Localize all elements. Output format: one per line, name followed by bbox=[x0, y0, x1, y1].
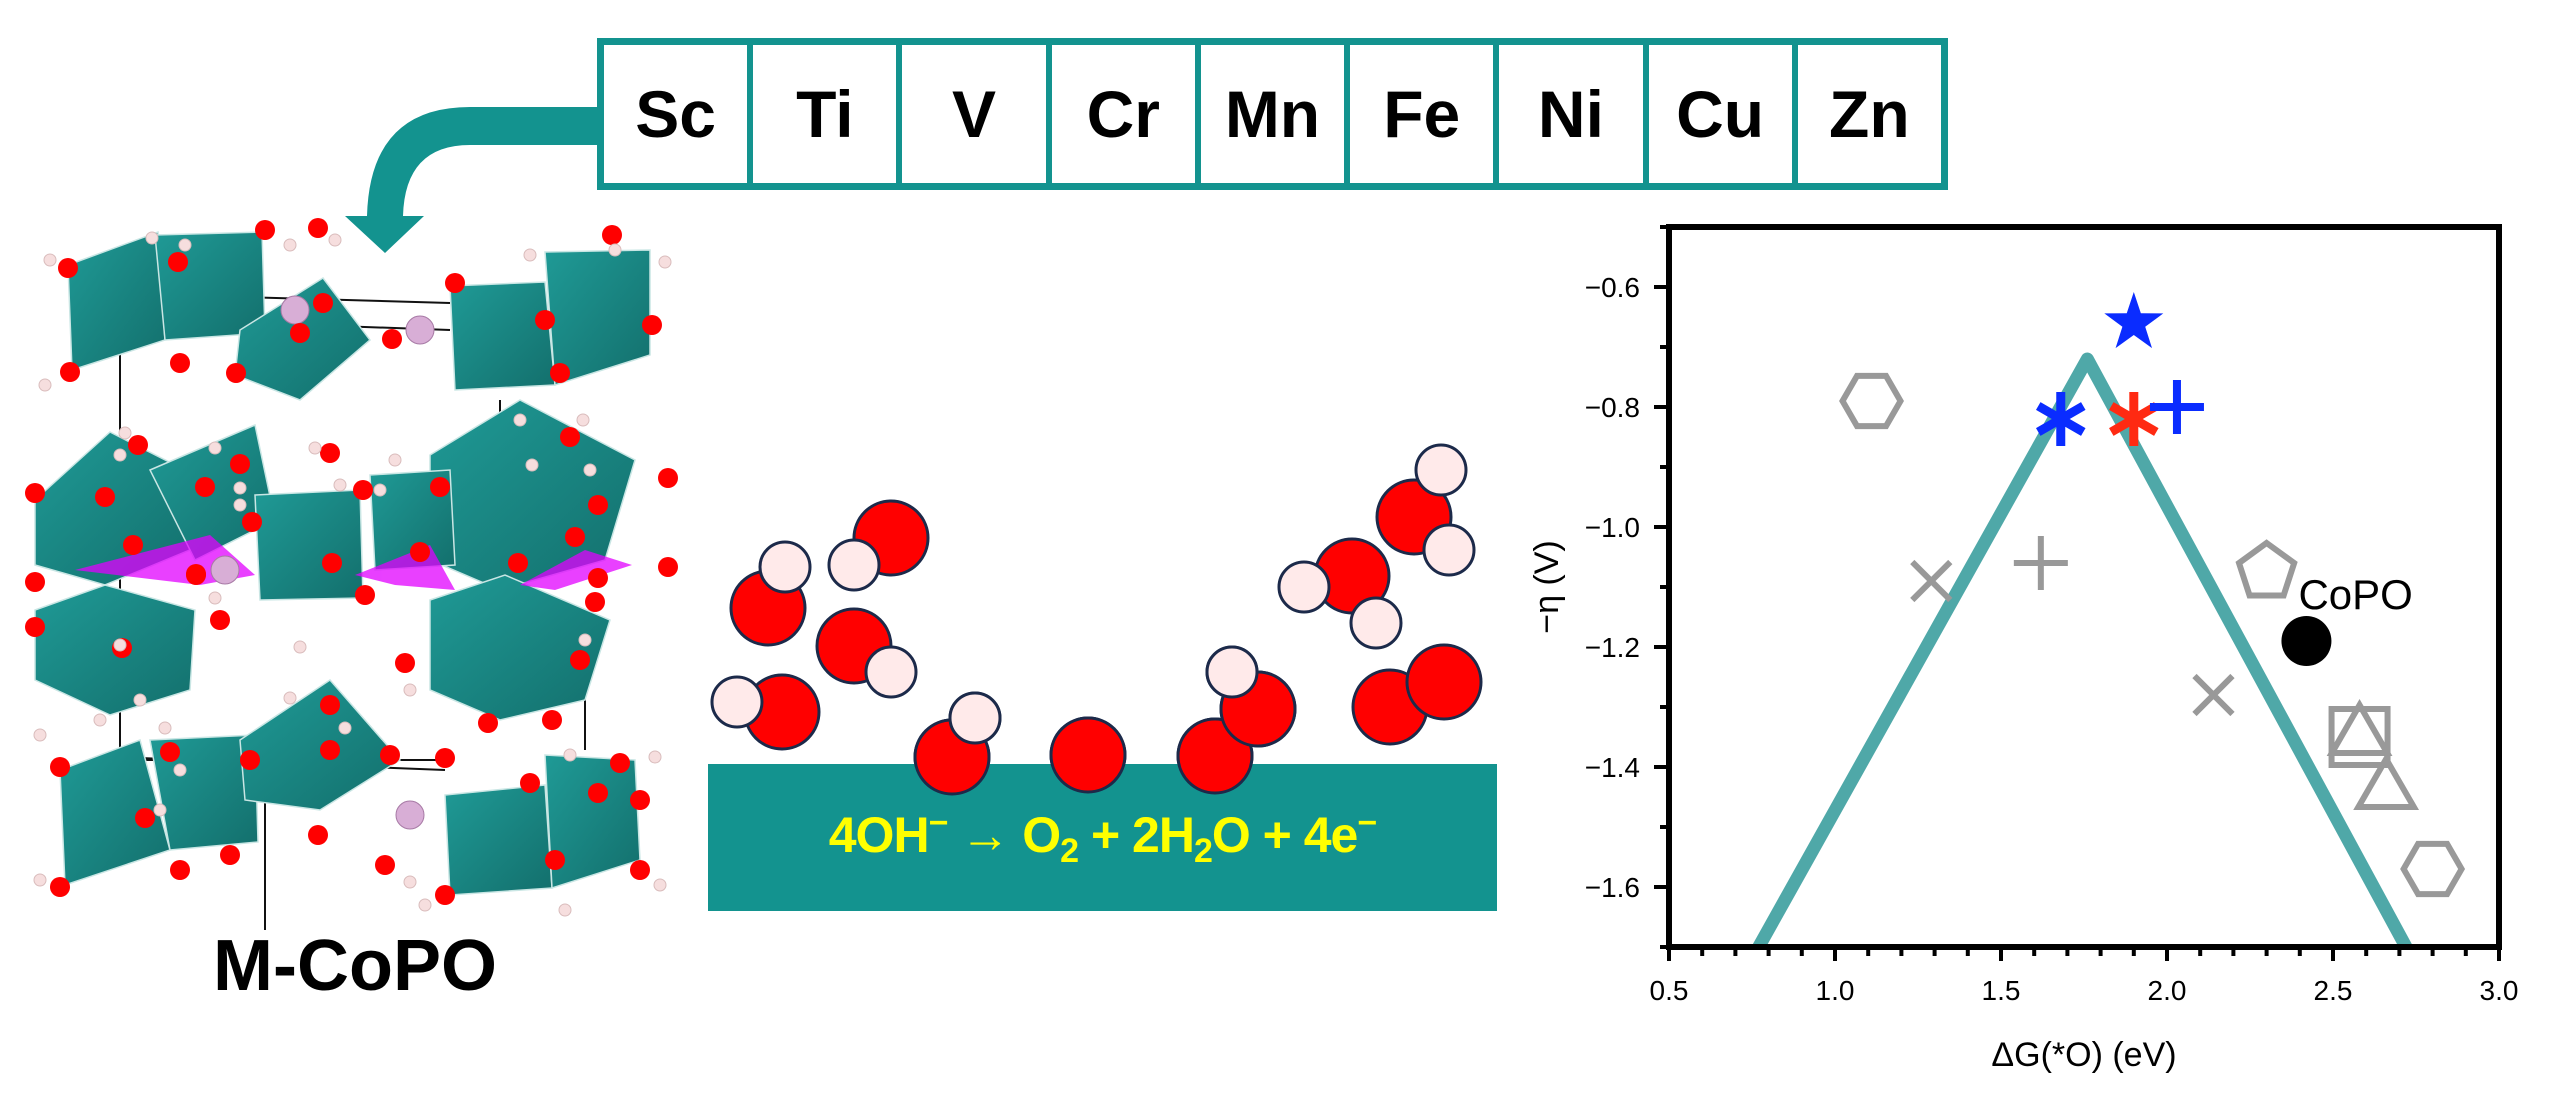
element-cell-sc[interactable]: Sc bbox=[604, 45, 748, 183]
x-marker bbox=[1910, 559, 1953, 603]
x-tick-label: 0.5 bbox=[1650, 975, 1689, 1006]
copo-label: CoPO bbox=[2298, 571, 2412, 618]
equation-part: O + 4e bbox=[1211, 807, 1358, 863]
x-tick-label: 1.0 bbox=[1816, 975, 1855, 1006]
equation-subscript: 2 bbox=[1060, 832, 1079, 870]
y-tick-label: −0.6 bbox=[1585, 272, 1640, 303]
triangle-marker bbox=[2353, 752, 2420, 810]
hydroxide-molecule bbox=[827, 499, 930, 592]
equation-subscript: 2 bbox=[1193, 832, 1213, 870]
plus-marker bbox=[2149, 380, 2204, 434]
x-tick-label: 2.0 bbox=[2148, 975, 2187, 1006]
y-tick-label: −0.8 bbox=[1585, 392, 1640, 423]
y-tick-label: −1.6 bbox=[1585, 872, 1640, 903]
equation-charge: − bbox=[928, 804, 949, 842]
water-molecule bbox=[1277, 537, 1403, 650]
equation-charge: − bbox=[1357, 804, 1377, 842]
hydroxide-molecule bbox=[710, 673, 821, 751]
asterisk-marker bbox=[2035, 392, 2086, 446]
water-molecule bbox=[1375, 443, 1476, 577]
y-tick-label: −1.2 bbox=[1585, 632, 1640, 663]
element-strip: Sc Ti V Cr Mn Fe Ni Cu Zn bbox=[597, 38, 1948, 190]
triangle-marker bbox=[2326, 698, 2393, 756]
equation-part: 4OH bbox=[828, 807, 930, 863]
hydroxide-molecule bbox=[729, 540, 812, 647]
star-marker bbox=[2104, 292, 2164, 349]
element-cell-zn[interactable]: Zn bbox=[1797, 45, 1941, 183]
asterisk-marker bbox=[2109, 392, 2159, 446]
catalyst-surface: 4OH− → O2 + 2H2O + 4e− bbox=[708, 764, 1497, 911]
hexagon-marker bbox=[1839, 372, 1904, 430]
element-cell-cr[interactable]: Cr bbox=[1051, 45, 1195, 183]
hexagon-marker bbox=[2400, 840, 2466, 898]
equation-arrow: → bbox=[947, 807, 1023, 863]
pentagon-marker bbox=[2235, 539, 2298, 599]
oxygen-molecule bbox=[1351, 643, 1483, 746]
x-tick-label: 2.5 bbox=[2314, 975, 2353, 1006]
element-cell-ti[interactable]: Ti bbox=[753, 45, 897, 183]
element-cell-ni[interactable]: Ni bbox=[1499, 45, 1643, 183]
volcano-line bbox=[1752, 352, 2412, 947]
element-cell-v[interactable]: V bbox=[902, 45, 1046, 183]
equation-part: + 2H bbox=[1078, 807, 1195, 863]
element-cell-cu[interactable]: Cu bbox=[1648, 45, 1792, 183]
x-tick-label: 3.0 bbox=[2480, 975, 2519, 1006]
element-cell-fe[interactable]: Fe bbox=[1350, 45, 1494, 183]
x-marker bbox=[2192, 673, 2235, 717]
element-cell-mn[interactable]: Mn bbox=[1200, 45, 1345, 183]
equation-part: O bbox=[1022, 807, 1061, 863]
x-tick-label: 1.5 bbox=[1982, 975, 2021, 1006]
y-tick-label: −1.4 bbox=[1585, 752, 1640, 783]
oer-equation: 4OH− → O2 + 2H2O + 4e− bbox=[828, 804, 1377, 871]
structure-label: M-CoPO bbox=[213, 926, 497, 1006]
hydroxide-molecule bbox=[815, 607, 918, 699]
plus-marker bbox=[2013, 536, 2068, 590]
x-axis-title: ΔG(*O) (eV) bbox=[1991, 1036, 2176, 1074]
y-axis-title: −η (V) bbox=[1528, 540, 1566, 634]
circle-marker bbox=[2281, 616, 2332, 666]
y-tick-label: −1.0 bbox=[1585, 512, 1640, 543]
